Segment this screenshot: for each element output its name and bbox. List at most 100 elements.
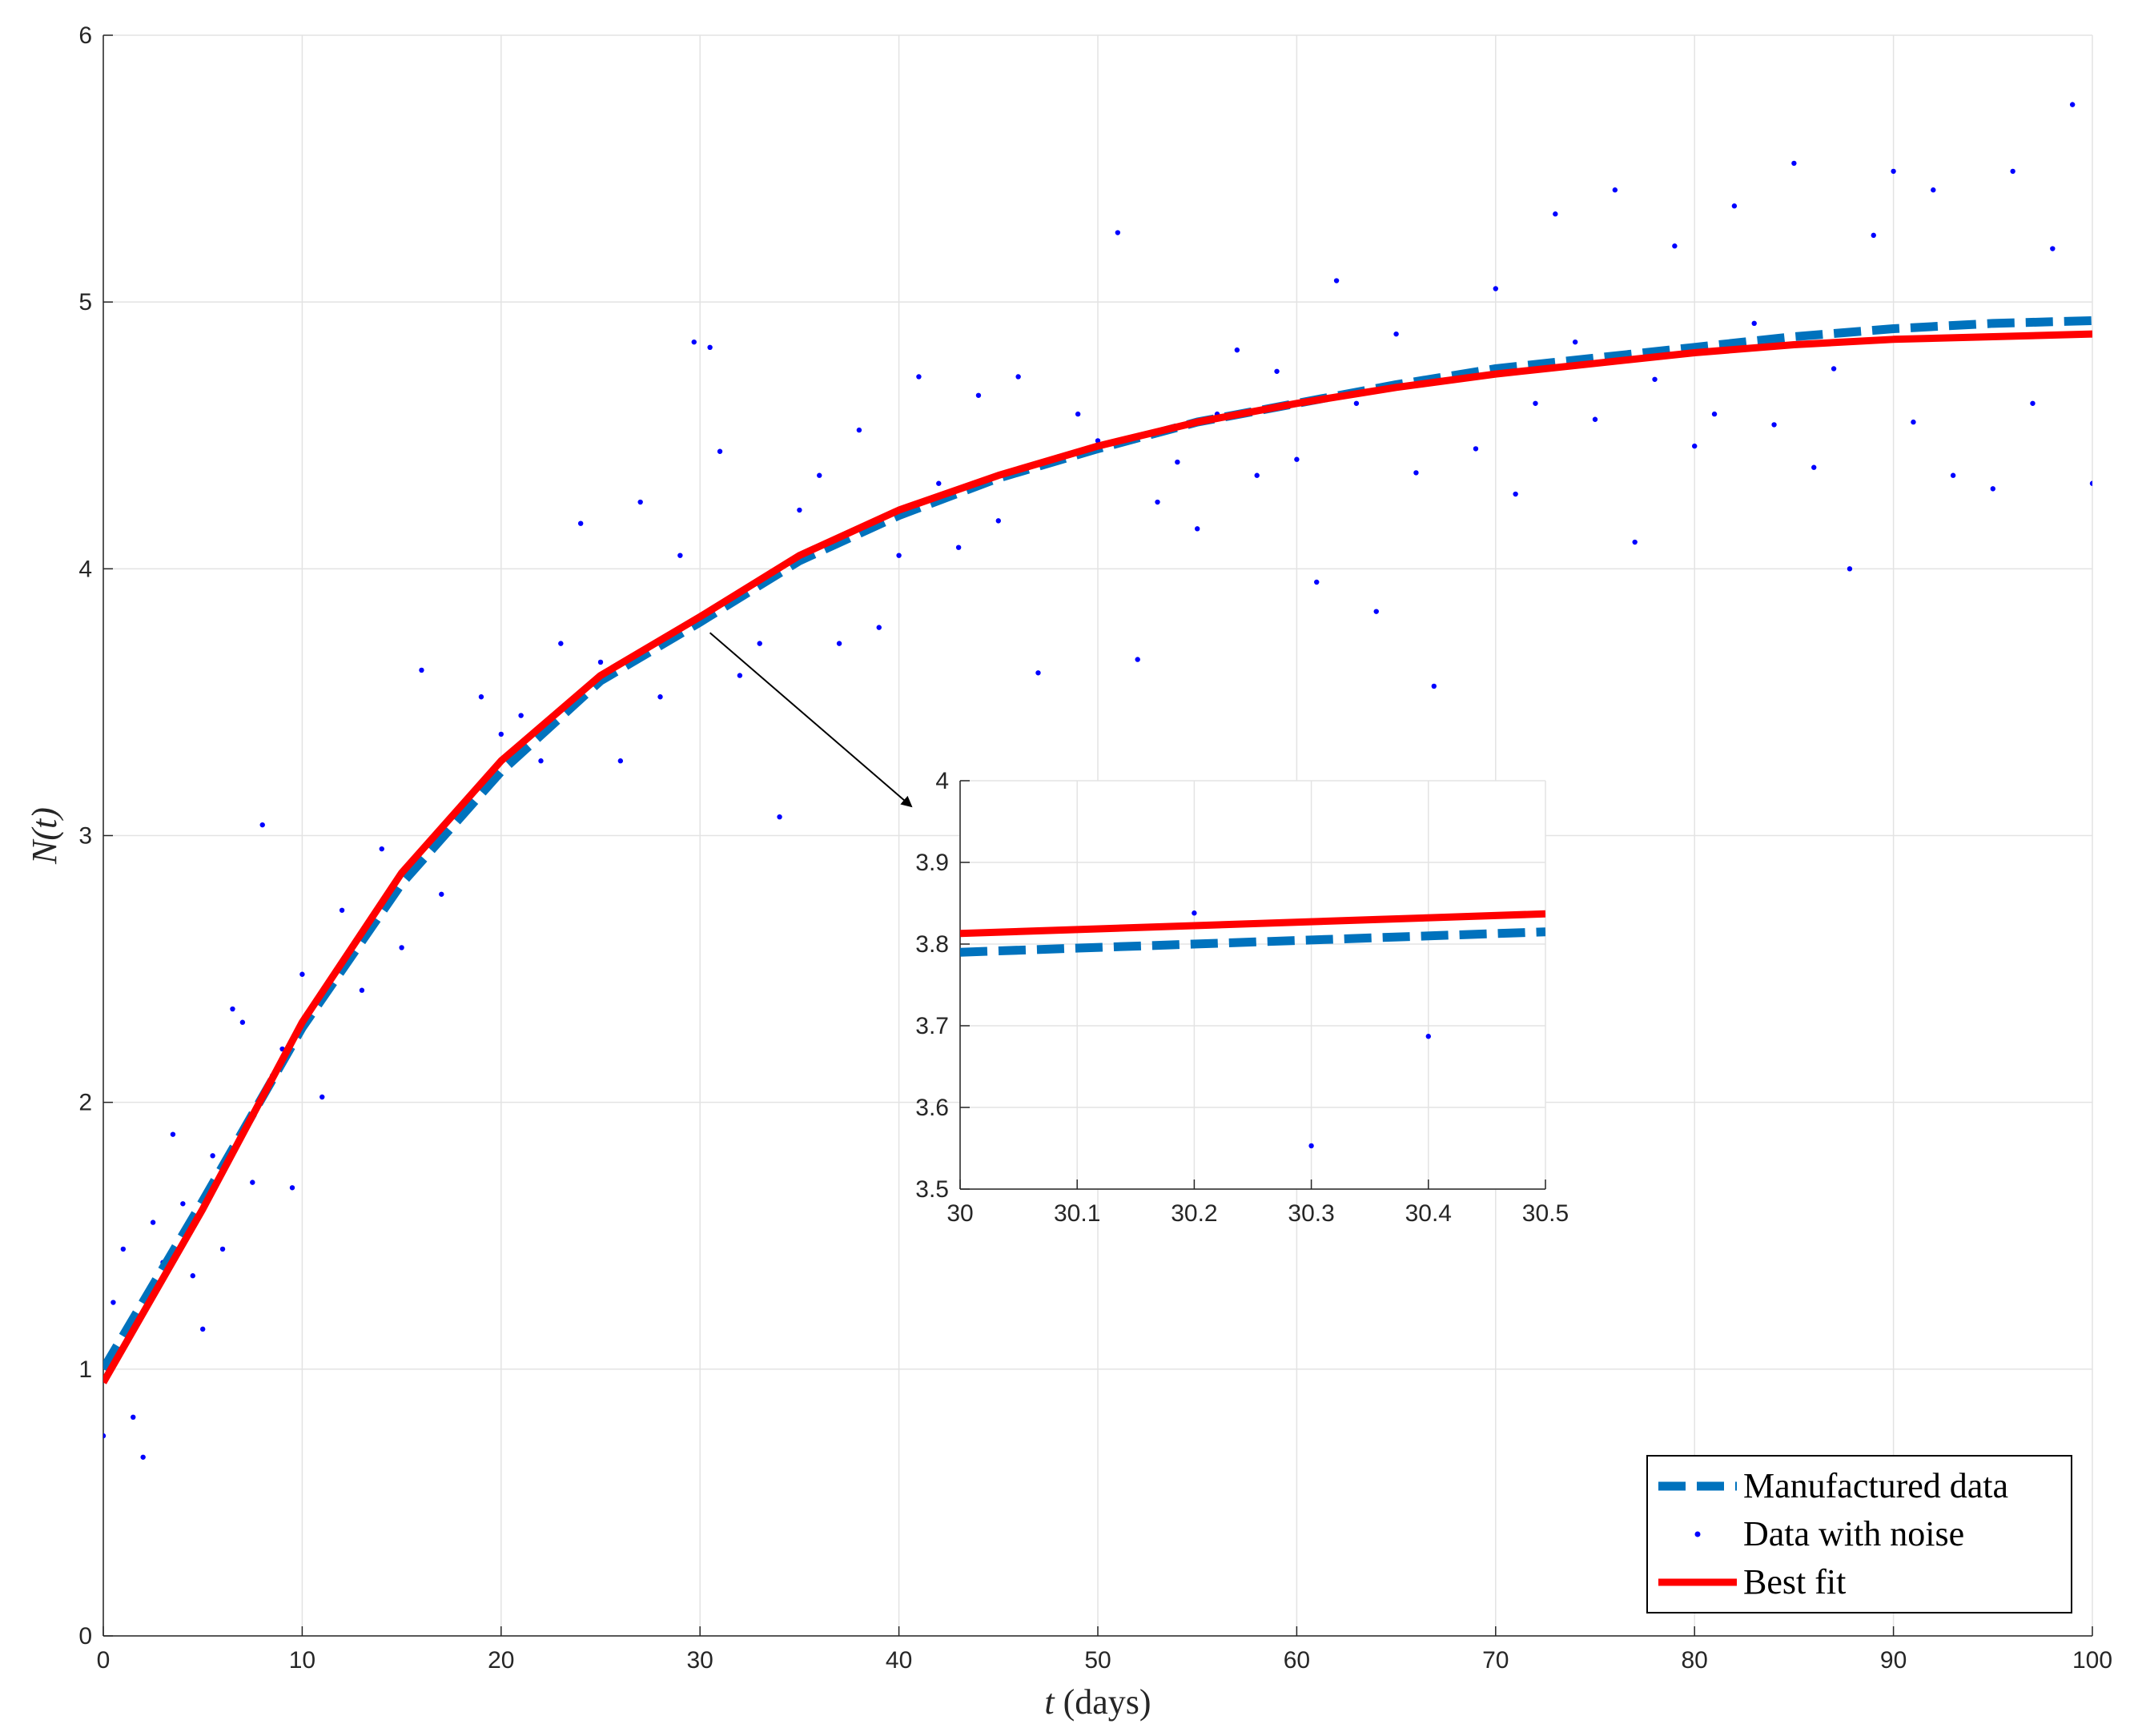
main-noise-point <box>817 472 822 478</box>
main-noise-point <box>2069 102 2076 107</box>
main-noise-point <box>1572 339 1578 345</box>
inset-x-tick-label: 30.3 <box>1288 1200 1334 1227</box>
main-noise-point <box>995 518 1002 524</box>
legend-label: Manufactured data <box>1743 1466 2008 1505</box>
inset-y-tick-label: 3.7 <box>915 1013 949 1039</box>
main-noise-point <box>1711 411 1718 417</box>
main-noise-point <box>140 1454 146 1460</box>
main-noise-point <box>916 374 922 380</box>
main-noise-point <box>250 1179 255 1185</box>
main-noise-point <box>1831 366 1837 372</box>
inset-manufactured-data-line <box>960 927 1545 957</box>
main-noise-point <box>299 971 305 977</box>
x-axis-label: t (days) <box>1044 1682 1151 1722</box>
main-y-tick-label: 2 <box>78 1090 92 1116</box>
main-noise-point <box>2010 168 2015 175</box>
inset-noise-point <box>1308 1143 1314 1149</box>
main-x-tick-label: 10 <box>289 1647 315 1674</box>
main-noise-point <box>1911 419 1916 425</box>
main-x-tick-label: 30 <box>687 1647 713 1674</box>
main-noise-point <box>103 1433 106 1439</box>
main-noise-point <box>538 758 544 764</box>
inset-axes: 30 30.1 30.2 30.3 30.4 30.5 3.5 3.6 3.7 3.8 3.9 4 <box>915 768 1569 1227</box>
main-noise-point <box>1075 411 1081 417</box>
main-noise-point <box>1175 459 1180 465</box>
main-noise-point <box>1652 376 1658 382</box>
main-y-tick-label: 6 <box>78 22 92 49</box>
main-noise-point <box>219 1246 226 1252</box>
main-noise-point <box>170 1131 176 1137</box>
main-noise-point <box>1931 187 1936 193</box>
main-noise-point <box>1791 160 1797 167</box>
main-x-tick-label: 0 <box>97 1647 111 1674</box>
main-noise-point <box>359 987 365 993</box>
main-noise-point <box>1135 657 1140 662</box>
legend-label: Data with noise <box>1743 1514 1964 1553</box>
main-noise-point <box>120 1246 127 1252</box>
x-axis-label-unit: (days) <box>1055 1682 1151 1722</box>
main-noise-point <box>975 392 982 398</box>
main-noise-point <box>876 625 882 630</box>
main-y-tick-label: 3 <box>78 823 92 850</box>
main-noise-point <box>896 553 902 558</box>
legend-swatch-data-with-noise <box>1694 1531 1701 1537</box>
main-noise-point <box>1553 211 1558 217</box>
main-noise-point <box>1533 400 1538 406</box>
main-noise-point <box>200 1326 206 1332</box>
main-y-tick-label: 0 <box>78 1623 92 1650</box>
main-noise-point <box>657 694 663 700</box>
main-noise-point <box>180 1201 186 1207</box>
main-noise-point <box>1035 670 1041 676</box>
main-noise-point <box>399 945 404 950</box>
main-noise-point <box>1632 539 1638 545</box>
main-noise-point <box>1015 374 1021 380</box>
main-noise-point <box>1751 320 1757 327</box>
main-noise-point <box>936 480 942 486</box>
main-noise-point <box>1353 400 1360 406</box>
inset-x-tick-label: 30.2 <box>1171 1200 1217 1227</box>
inset-y-tick-label: 3.8 <box>915 931 949 958</box>
inset-y-tick-label: 3.6 <box>915 1095 949 1121</box>
main-x-tick-label: 100 <box>2072 1647 2112 1674</box>
main-series-layer <box>103 102 2092 1460</box>
main-y-tick-label: 5 <box>78 289 92 315</box>
main-noise-point <box>379 846 384 852</box>
inset-x-tick-label: 30.5 <box>1522 1200 1569 1227</box>
main-x-tick-label: 50 <box>1084 1647 1111 1674</box>
main-noise-point <box>558 641 564 646</box>
main-noise-point <box>190 1273 195 1279</box>
y-axis-label: N(t) <box>25 807 64 865</box>
main-noise-point <box>498 731 504 737</box>
main-noise-point <box>1692 443 1698 449</box>
main-noise-point <box>637 499 643 505</box>
main-noise-point <box>597 659 604 665</box>
inset-plot-area <box>960 781 1545 1189</box>
main-noise-point <box>1473 446 1479 452</box>
main-noise-point <box>1095 438 1101 444</box>
main-noise-point <box>1891 168 1896 175</box>
main-noise-point <box>210 1153 215 1159</box>
main-noise-point <box>239 1019 246 1025</box>
legend-label: Best fit <box>1743 1562 1846 1601</box>
main-noise-point <box>707 344 713 351</box>
main-noise-point <box>737 673 743 678</box>
main-noise-point <box>691 339 697 345</box>
main-noise-point <box>797 507 802 513</box>
main-noise-point <box>1950 472 1956 478</box>
inset-best-fit-line <box>960 910 1545 938</box>
main-noise-point <box>717 448 723 454</box>
inset-noise-point <box>1192 910 1197 916</box>
main-noise-point <box>1871 232 1876 239</box>
main-noise-point <box>1373 609 1379 614</box>
main-x-tick-label: 90 <box>1880 1647 1907 1674</box>
main-noise-point <box>1731 203 1738 209</box>
inset-x-tick-label: 30.4 <box>1405 1200 1452 1227</box>
inset-x-tick-label: 30 <box>946 1200 973 1227</box>
main-noise-point <box>1413 470 1419 476</box>
main-x-tick-label: 80 <box>1682 1647 1708 1674</box>
main-noise-point <box>836 641 842 646</box>
main-noise-point <box>478 694 484 700</box>
legend: Manufactured data Data with noise Best fit <box>1646 1455 2072 1613</box>
